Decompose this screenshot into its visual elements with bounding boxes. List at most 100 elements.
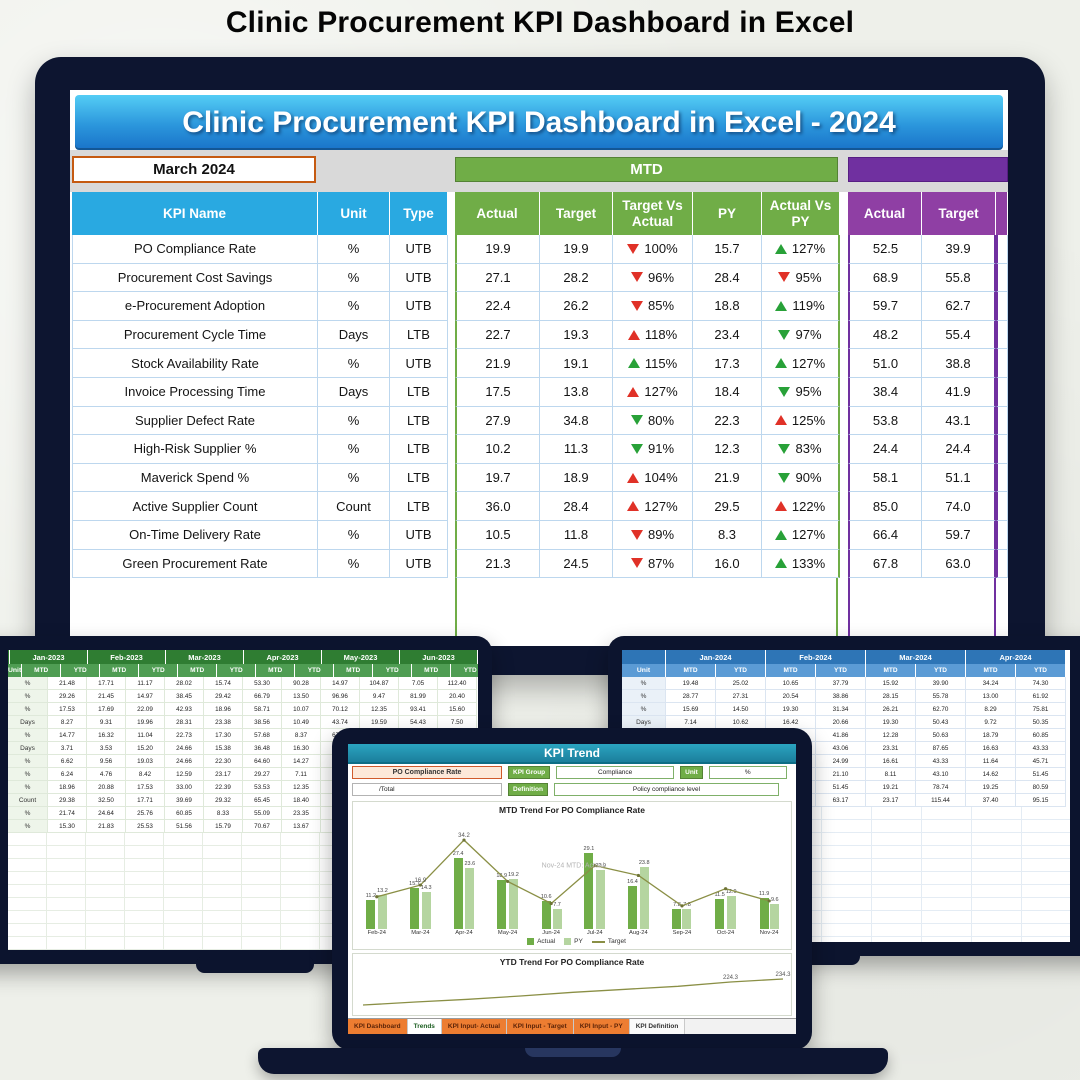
ytd-target-cell[interactable]: 41.9 <box>922 377 996 407</box>
type-cell[interactable]: UTB <box>390 263 448 293</box>
sheet-tab[interactable]: KPI Input - PY <box>573 1019 630 1034</box>
kpi-select-box[interactable]: PO Compliance Rate <box>352 766 502 779</box>
target-vs-actual-cell[interactable]: 85% <box>613 292 693 321</box>
mtd-actual-cell[interactable]: 27.1 <box>455 263 540 293</box>
py-cell[interactable]: 15.7 <box>693 235 762 264</box>
mtd-target-cell[interactable]: 18.9 <box>540 463 613 493</box>
mtd-actual-cell[interactable]: 22.4 <box>455 292 540 321</box>
unit-cell[interactable]: % <box>318 549 390 579</box>
sheet-tab[interactable]: KPI Dashboard <box>348 1019 408 1034</box>
mtd-actual-cell[interactable]: 36.0 <box>455 492 540 521</box>
unit-cell[interactable]: % <box>318 463 390 493</box>
mtd-actual-cell[interactable]: 21.9 <box>455 349 540 378</box>
type-cell[interactable]: UTB <box>390 349 448 378</box>
actual-vs-py-cell[interactable]: 95% <box>762 377 840 407</box>
ytd-actual-cell[interactable]: 48.2 <box>848 320 922 350</box>
ytd-target-cell[interactable]: 55.8 <box>922 263 996 293</box>
unit-cell[interactable]: % <box>318 263 390 293</box>
actual-vs-py-cell[interactable]: 95% <box>762 263 840 293</box>
target-vs-actual-cell[interactable]: 87% <box>613 549 693 579</box>
unit-cell[interactable]: Days <box>318 320 390 350</box>
kpi-name-cell[interactable]: Maverick Spend % <box>72 463 318 493</box>
mtd-actual-cell[interactable]: 19.9 <box>455 235 540 264</box>
type-cell[interactable]: UTB <box>390 549 448 579</box>
type-cell[interactable]: UTB <box>390 292 448 321</box>
mtd-actual-cell[interactable]: 19.7 <box>455 463 540 493</box>
mtd-target-cell[interactable]: 11.8 <box>540 520 613 550</box>
actual-vs-py-cell[interactable]: 119% <box>762 292 840 321</box>
target-vs-actual-cell[interactable]: 118% <box>613 320 693 350</box>
kpi-name-cell[interactable]: Stock Availability Rate <box>72 349 318 378</box>
kpi-name-cell[interactable]: High-Risk Supplier % <box>72 435 318 464</box>
actual-vs-py-cell[interactable]: 133% <box>762 549 840 579</box>
ytd-actual-cell[interactable]: 68.9 <box>848 263 922 293</box>
mtd-target-cell[interactable]: 34.8 <box>540 406 613 436</box>
py-cell[interactable]: 8.3 <box>693 520 762 550</box>
actual-vs-py-cell[interactable]: 125% <box>762 406 840 436</box>
actual-vs-py-cell[interactable]: 127% <box>762 235 840 264</box>
mtd-target-cell[interactable]: 24.5 <box>540 549 613 579</box>
kpi-name-cell[interactable]: Procurement Cycle Time <box>72 320 318 350</box>
mtd-target-cell[interactable]: 13.8 <box>540 377 613 407</box>
unit-cell[interactable]: % <box>318 349 390 378</box>
kpi-name-cell[interactable]: Active Supplier Count <box>72 492 318 521</box>
ytd-actual-cell[interactable]: 53.8 <box>848 406 922 436</box>
mtd-actual-cell[interactable]: 22.7 <box>455 320 540 350</box>
py-cell[interactable]: 29.5 <box>693 492 762 521</box>
py-cell[interactable]: 28.4 <box>693 263 762 293</box>
kpi-name-cell[interactable]: Supplier Defect Rate <box>72 406 318 436</box>
target-vs-actual-cell[interactable]: 91% <box>613 435 693 464</box>
ytd-target-cell[interactable]: 43.1 <box>922 406 996 436</box>
target-vs-actual-cell[interactable]: 127% <box>613 377 693 407</box>
ytd-target-cell[interactable]: 62.7 <box>922 292 996 321</box>
unit-cell[interactable]: % <box>318 435 390 464</box>
mtd-target-cell[interactable]: 28.4 <box>540 492 613 521</box>
kpi-name-cell[interactable]: e-Procurement Adoption <box>72 292 318 321</box>
ytd-target-cell[interactable]: 24.4 <box>922 435 996 464</box>
target-vs-actual-cell[interactable]: 127% <box>613 492 693 521</box>
sheet-tab[interactable]: Trends <box>407 1019 442 1034</box>
unit-cell[interactable]: Days <box>318 377 390 407</box>
kpi-name-cell[interactable]: Green Procurement Rate <box>72 549 318 579</box>
unit-cell[interactable]: % <box>318 292 390 321</box>
mtd-actual-cell[interactable]: 10.5 <box>455 520 540 550</box>
ytd-actual-cell[interactable]: 58.1 <box>848 463 922 493</box>
target-vs-actual-cell[interactable]: 115% <box>613 349 693 378</box>
kpi-name-cell[interactable]: PO Compliance Rate <box>72 235 318 264</box>
type-cell[interactable]: LTB <box>390 377 448 407</box>
kpi-name-cell[interactable]: Procurement Cost Savings <box>72 263 318 293</box>
ytd-actual-cell[interactable]: 52.5 <box>848 235 922 264</box>
py-cell[interactable]: 23.4 <box>693 320 762 350</box>
actual-vs-py-cell[interactable]: 122% <box>762 492 840 521</box>
unit-cell[interactable]: % <box>318 235 390 264</box>
type-cell[interactable]: UTB <box>390 235 448 264</box>
ytd-actual-cell[interactable]: 59.7 <box>848 292 922 321</box>
py-cell[interactable]: 21.9 <box>693 463 762 493</box>
ytd-target-cell[interactable]: 74.0 <box>922 492 996 521</box>
mtd-target-cell[interactable]: 19.1 <box>540 349 613 378</box>
actual-vs-py-cell[interactable]: 90% <box>762 463 840 493</box>
ytd-actual-cell[interactable]: 66.4 <box>848 520 922 550</box>
ytd-actual-cell[interactable]: 85.0 <box>848 492 922 521</box>
unit-cell[interactable]: % <box>318 520 390 550</box>
mtd-target-cell[interactable]: 26.2 <box>540 292 613 321</box>
target-vs-actual-cell[interactable]: 89% <box>613 520 693 550</box>
mtd-actual-cell[interactable]: 10.2 <box>455 435 540 464</box>
mtd-actual-cell[interactable]: 17.5 <box>455 377 540 407</box>
ytd-actual-cell[interactable]: 24.4 <box>848 435 922 464</box>
unit-cell[interactable]: Count <box>318 492 390 521</box>
actual-vs-py-cell[interactable]: 97% <box>762 320 840 350</box>
target-vs-actual-cell[interactable]: 96% <box>613 263 693 293</box>
actual-vs-py-cell[interactable]: 83% <box>762 435 840 464</box>
kpi-name-cell[interactable]: On-Time Delivery Rate <box>72 520 318 550</box>
type-cell[interactable]: LTB <box>390 435 448 464</box>
ytd-actual-cell[interactable]: 67.8 <box>848 549 922 579</box>
kpi-name-cell[interactable]: Invoice Processing Time <box>72 377 318 407</box>
sheet-tab[interactable]: KPI Input - Target <box>507 1019 574 1034</box>
mtd-target-cell[interactable]: 11.3 <box>540 435 613 464</box>
ytd-target-cell[interactable]: 63.0 <box>922 549 996 579</box>
type-cell[interactable]: LTB <box>390 406 448 436</box>
ytd-target-cell[interactable]: 59.7 <box>922 520 996 550</box>
sheet-tab[interactable]: KPI Input- Actual <box>441 1019 508 1034</box>
type-cell[interactable]: UTB <box>390 520 448 550</box>
